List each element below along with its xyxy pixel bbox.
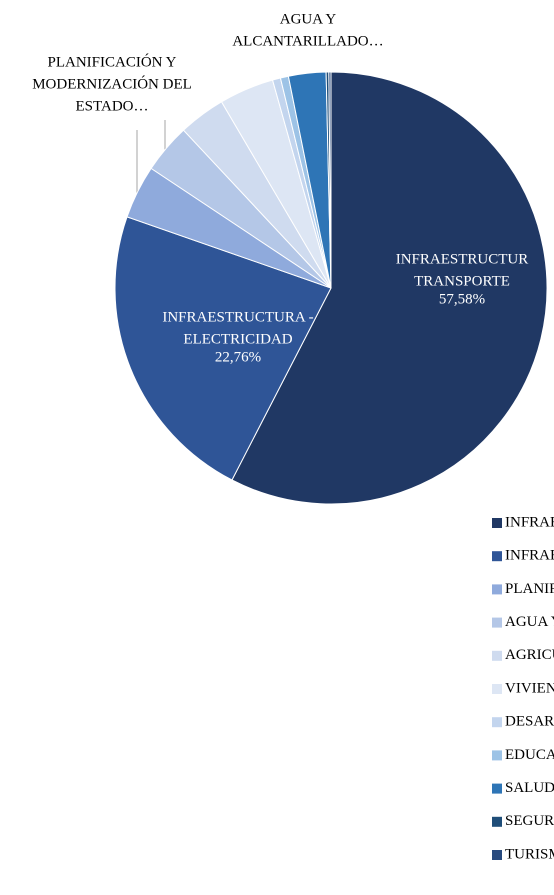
legend-swatch	[492, 650, 502, 661]
legend-swatch	[492, 617, 502, 628]
pie-slice	[231, 71, 548, 505]
legend-label: AGRICULTURA Y GANADERÍA	[505, 646, 554, 663]
slice-label: ALCANTARILLADO…	[232, 33, 383, 49]
value-label: 22,76%	[215, 349, 261, 365]
slice-label: TRANSPORTE	[414, 273, 510, 289]
slice-label: AGUA Y	[280, 11, 337, 27]
legend-label: EDUCACIÓN	[505, 746, 554, 763]
slice-label: ELECTRICIDAD	[183, 331, 292, 347]
legend-swatch	[492, 518, 502, 528]
slice-label: ESTADO…	[76, 98, 149, 114]
legend-swatch	[492, 684, 502, 694]
legend-label: SALUD	[505, 780, 554, 796]
legend-swatch	[492, 717, 502, 728]
legend-label: DESARROLLO SECTOR PRIVADO	[505, 714, 554, 730]
legend-label: AGUA Y ALCANTARILLADO	[505, 614, 554, 630]
legend-label: INFRAESTRUCTURA-TRANSPORTE	[505, 514, 554, 530]
legend-swatch	[492, 850, 502, 860]
legend-swatch	[492, 551, 502, 562]
legend-label: SEGURIDAD	[505, 813, 554, 829]
slice-label: INFRAESTRUCTUR	[396, 251, 529, 267]
legend-swatch	[492, 783, 502, 794]
value-label: 57,58%	[439, 291, 485, 307]
legend-label: VIVIENDA	[505, 680, 554, 696]
legend-label: PLANIFICACIÓN Y MODERNIZACIÓN DEL ESTADO	[505, 580, 554, 597]
slice-label: MODERNIZACIÓN DEL	[32, 75, 192, 92]
slice-label: PLANIFICACIÓN Y	[47, 53, 176, 70]
legend-swatch	[492, 816, 502, 827]
legend-label: INFRAESTRUCTURA - ELECTRICIDAD	[505, 548, 554, 564]
slice-label: INFRAESTRUCTURA -	[162, 309, 313, 325]
pie-slice	[114, 216, 332, 481]
legend-swatch	[492, 750, 502, 761]
pie-slice	[328, 71, 332, 289]
legend-swatch	[492, 584, 502, 595]
legend-label: TURISMO	[505, 846, 554, 862]
